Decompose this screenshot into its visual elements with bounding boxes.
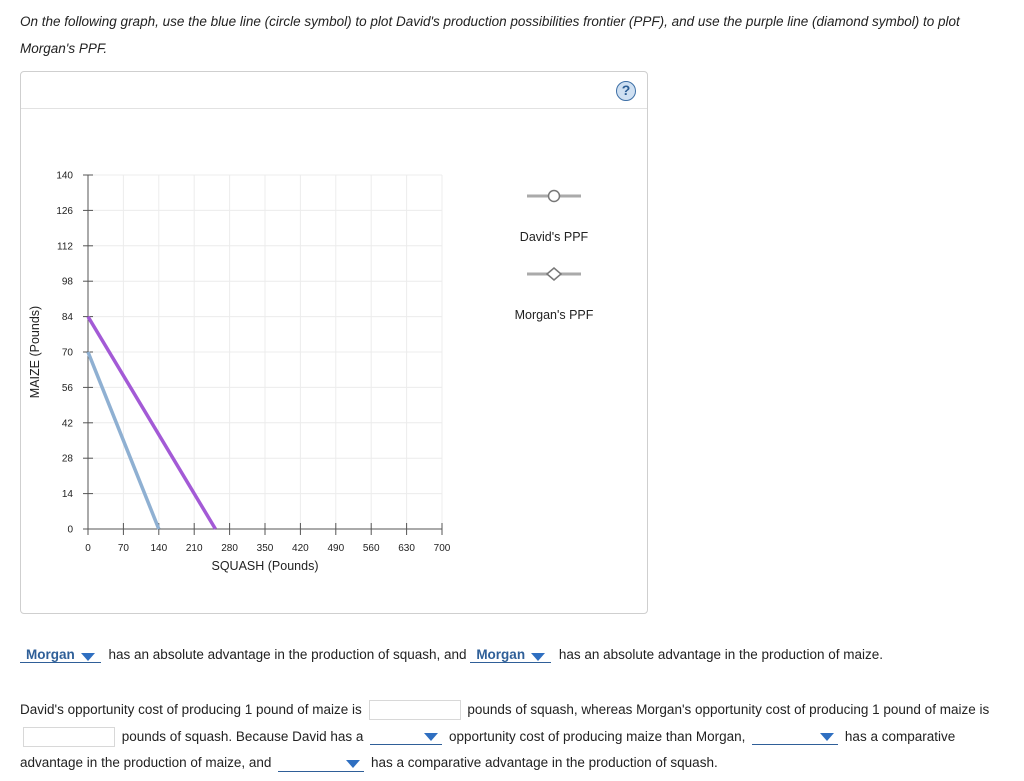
david-opportunity-cost-input[interactable]	[368, 700, 461, 721]
morgan-opportunity-cost-input[interactable]	[23, 726, 115, 747]
x-tick-label: 490	[327, 543, 344, 554]
y-tick-label: 140	[56, 171, 73, 182]
x-tick-label: 560	[363, 543, 380, 554]
higher-lower-dropdown[interactable]	[370, 728, 443, 746]
legend-label: Morgan's PPF	[515, 308, 594, 322]
series-lines	[86, 315, 217, 530]
x-tick-label: 210	[186, 543, 203, 554]
y-tick-label: 42	[62, 418, 74, 429]
maize-advantage-dropdown[interactable]: Morgan	[470, 647, 552, 663]
chart-legend: David's PPF Morgan's PPF	[515, 189, 594, 322]
para-text-5: has a comparative advantage in the produ…	[20, 728, 956, 771]
graph-panel: ? 0 14 28 42 56 70 84 98 112 126 140 0 70 140 210 280 3…	[20, 71, 648, 614]
chevron-down-icon	[424, 733, 439, 742]
x-tick-label: 280	[221, 543, 238, 554]
graph-panel-header: ?	[21, 72, 647, 109]
x-axis-label: SQUASH (Pounds)	[212, 559, 319, 573]
x-tick-labels: 0 70 140 210 280 350 420 490 560 630 700	[85, 543, 451, 554]
legend-circle-symbol	[547, 189, 561, 203]
chart-grid	[88, 174, 443, 529]
y-tick-label: 112	[57, 241, 73, 252]
para-text-4: opportunity cost of producing maize than…	[448, 728, 746, 744]
x-tick-label: 0	[85, 543, 91, 554]
para-text-6: has a comparative advantage in the produ…	[370, 755, 718, 770]
maize-comparative-dropdown[interactable]	[752, 728, 839, 746]
squash-comparative-dropdown[interactable]	[278, 755, 365, 772]
legend-diamond-symbol	[545, 267, 563, 281]
y-tick-label: 14	[62, 489, 74, 500]
x-tick-label: 630	[398, 543, 415, 554]
y-tick-label: 84	[62, 312, 74, 323]
opportunity-cost-paragraph: David's opportunity cost of producing 1 …	[20, 697, 1015, 777]
chevron-down-icon	[80, 653, 95, 661]
y-tick-labels: 0 14 28 42 56 70 84 98 112 126 140	[56, 171, 73, 536]
sentence-end: has an absolute advantage in the product…	[558, 647, 884, 662]
y-tick-label: 56	[62, 383, 74, 394]
chevron-down-icon	[820, 733, 835, 742]
ppf-chart[interactable]: 0 14 28 42 56 70 84 98 112 126 140 0 70 140 210 280 350…	[21, 72, 647, 613]
david-ppf-line	[86, 351, 161, 530]
y-axis-label: MAIZE (Pounds)	[28, 306, 42, 398]
x-tick-label: 420	[292, 543, 309, 554]
legend-label: David's PPF	[520, 230, 589, 244]
para-text-1: David's opportunity cost of producing 1 …	[20, 702, 362, 717]
y-tick-label: 0	[67, 525, 73, 536]
y-tick-label: 126	[56, 206, 73, 217]
chart-axes	[83, 174, 443, 535]
x-tick-label: 140	[150, 543, 167, 554]
y-tick-label: 70	[62, 348, 74, 359]
para-text-3: pounds of squash. Because David has a	[121, 728, 364, 744]
instructions: On the following graph, use the blue lin…	[20, 14, 960, 56]
y-tick-label: 28	[62, 454, 74, 465]
y-tick-label: 98	[62, 277, 74, 288]
squash-advantage-dropdown[interactable]: Morgan	[20, 647, 101, 663]
chevron-down-icon	[346, 759, 361, 768]
para-text-2: pounds of squash, whereas Morgan's oppor…	[467, 702, 990, 717]
chevron-down-icon	[531, 653, 546, 661]
help-icon[interactable]: ?	[616, 81, 636, 101]
sentence-middle: has an absolute advantage in the product…	[108, 647, 467, 662]
absolute-advantage-sentence: Morgan has an absolute advantage in the …	[20, 647, 883, 663]
morgan-ppf-line	[86, 315, 217, 530]
x-tick-label: 350	[257, 543, 274, 554]
x-tick-label: 700	[434, 543, 451, 554]
x-tick-label: 70	[118, 543, 130, 554]
